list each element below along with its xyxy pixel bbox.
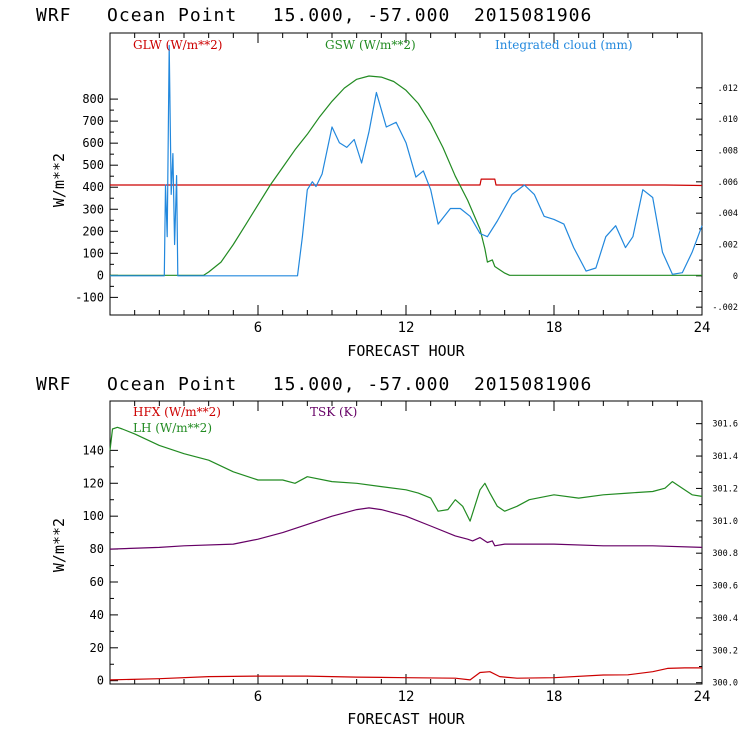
y-tick-label: 20	[90, 641, 104, 655]
y-tick-label: 600	[82, 136, 104, 150]
x-tick-label: 18	[546, 689, 563, 705]
legend-label-series-3: TSK (K)	[310, 405, 357, 419]
y2-tick-label: 301.4	[712, 452, 738, 462]
y-ticks: 0 20 40 60 80 100 120 140	[82, 443, 118, 688]
series-lines	[110, 44, 703, 277]
y2-tick-label: .002	[718, 241, 738, 251]
y-tick-label: 700	[82, 114, 104, 128]
y2-tick-label: 300.0	[712, 679, 738, 689]
y2-tick-label: .012	[718, 84, 738, 94]
y2-tick-label: 300.4	[712, 614, 738, 624]
y2-tick-label: .008	[718, 147, 738, 157]
x-tick-label: 24	[694, 320, 711, 336]
series-line-3	[109, 507, 703, 550]
x-ticks: 6 12 18 24	[134, 401, 711, 705]
series-line-2	[110, 75, 702, 276]
y-axis-label: W/m**2	[50, 153, 68, 207]
y-tick-label: 120	[82, 476, 104, 490]
series-line-1	[110, 178, 703, 187]
series-lines	[109, 426, 703, 681]
x-tick-label: 18	[546, 320, 563, 336]
series-line-1	[109, 667, 702, 681]
x-axis-label: FORECAST HOUR	[347, 342, 465, 360]
y-tick-label: 100	[82, 509, 104, 523]
y-tick-label: -100	[75, 290, 104, 304]
series-line-2	[109, 426, 703, 522]
plot-frame	[109, 400, 703, 685]
y2-tick-label: 301.2	[712, 484, 738, 494]
y-ticks: -100 0 100 200 300 400 500 600 700 800	[75, 92, 118, 304]
x-tick-label: 12	[398, 689, 415, 705]
y2-tick-label: .010	[718, 115, 738, 125]
x-axis-label: FORECAST HOUR	[347, 710, 465, 728]
y2-tick-label: .006	[718, 178, 738, 188]
legend-label-series-1: HFX (W/m**2)	[133, 405, 221, 419]
y2-tick-label: 300.6	[712, 582, 738, 592]
upper-panel: WRF Ocean Point 15.000, -57.000 20150819…	[36, 5, 738, 360]
y-tick-label: 0	[97, 268, 104, 282]
x-tick-label: 6	[254, 689, 262, 705]
y-tick-label: 40	[90, 608, 104, 622]
chart-title: WRF Ocean Point 15.000, -57.000 20150819…	[36, 5, 592, 26]
x-tick-label: 12	[398, 320, 415, 336]
legend-label-series-2: GSW (W/m**2)	[325, 38, 416, 52]
x-tick-label: 24	[694, 689, 711, 705]
y2-ticks: 300.0 300.2 300.4 300.6 300.8 301.0 301.2 301.4…	[696, 420, 738, 689]
chart-title: WRF Ocean Point 15.000, -57.000 20150819…	[36, 374, 592, 395]
legend-label-series-3: Integrated cloud (mm)	[495, 38, 633, 52]
y2-tick-label: 0	[733, 272, 738, 282]
y2-tick-label: 300.8	[712, 549, 738, 559]
y-tick-label: 0	[97, 674, 104, 688]
y-tick-label: 800	[82, 92, 104, 106]
series-line-3	[110, 44, 703, 277]
legend-label-series-1: GLW (W/m**2)	[133, 38, 222, 52]
lower-panel: WRF Ocean Point 15.000, -57.000 20150819…	[36, 374, 738, 728]
y2-tick-label: .004	[718, 209, 738, 219]
y-tick-label: 400	[82, 180, 104, 194]
y-tick-label: 60	[90, 575, 104, 589]
y-tick-label: 80	[90, 542, 104, 556]
legend-label-series-2: LH (W/m**2)	[133, 421, 212, 435]
y-axis-label: W/m**2	[50, 518, 68, 572]
plot-frame	[109, 32, 703, 316]
x-ticks: 6 12 18 24	[134, 33, 711, 336]
y-tick-label: 100	[82, 246, 104, 260]
y2-tick-label: 301.6	[712, 420, 738, 430]
x-tick-label: 6	[254, 320, 262, 336]
y2-tick-label: 300.2	[712, 646, 738, 656]
y2-tick-label: -.002	[712, 303, 738, 313]
y2-tick-label: 301.0	[712, 517, 738, 527]
y-tick-label: 300	[82, 202, 104, 216]
y-tick-label: 200	[82, 224, 104, 238]
y-tick-label: 500	[82, 158, 104, 172]
y-tick-label: 140	[82, 443, 104, 457]
